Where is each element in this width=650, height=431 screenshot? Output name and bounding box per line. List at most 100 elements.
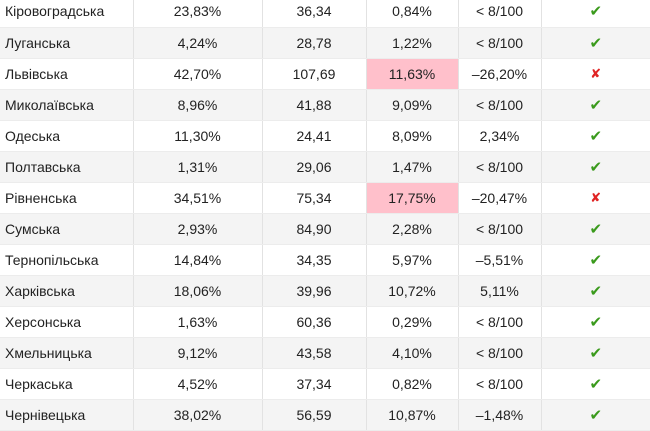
table-row: Кіровоградська 23,83% 36,34 0,84% < 8/100 ✔ — [0, 0, 650, 28]
value-cell-4: –20,47% — [458, 182, 542, 214]
value-cell-1: 18,06% — [133, 275, 263, 307]
check-icon: ✔ — [589, 158, 603, 176]
value-cell-4: < 8/100 — [458, 0, 542, 28]
status-cell: ✘ — [541, 182, 650, 214]
value-cell-2: 43,58 — [262, 337, 367, 369]
region-name-cell: Сумська — [0, 213, 134, 245]
cross-icon: ✘ — [590, 66, 602, 81]
value-cell-4: < 8/100 — [458, 151, 542, 183]
value-cell-3: 10,87% — [366, 399, 459, 431]
table-row: Рівненська 34,51% 75,34 17,75% –20,47% ✘ — [0, 182, 650, 214]
value-cell-3: 0,29% — [366, 306, 459, 338]
region-name-cell: Львівська — [0, 58, 134, 90]
region-name-cell: Луганська — [0, 27, 134, 59]
value-cell-1: 2,93% — [133, 213, 263, 245]
value-cell-2: 39,96 — [262, 275, 367, 307]
status-cell: ✔ — [541, 306, 650, 338]
check-icon: ✔ — [589, 34, 603, 52]
value-cell-3: 11,63% — [366, 58, 459, 90]
value-cell-3: 5,97% — [366, 244, 459, 276]
value-cell-4: < 8/100 — [458, 306, 542, 338]
value-cell-2: 107,69 — [262, 58, 367, 90]
region-name-cell: Тернопільська — [0, 244, 134, 276]
status-cell: ✘ — [541, 58, 650, 90]
table-row: Сумська 2,93% 84,90 2,28% < 8/100 ✔ — [0, 213, 650, 245]
status-cell: ✔ — [541, 120, 650, 152]
status-cell: ✔ — [541, 399, 650, 431]
value-cell-4: –26,20% — [458, 58, 542, 90]
value-cell-2: 29,06 — [262, 151, 367, 183]
table-row: Тернопільська 14,84% 34,35 5,97% –5,51% ✔ — [0, 244, 650, 276]
value-cell-3: 4,10% — [366, 337, 459, 369]
value-cell-2: 34,35 — [262, 244, 367, 276]
check-icon: ✔ — [589, 127, 603, 145]
status-cell: ✔ — [541, 0, 650, 28]
table-row: Львівська 42,70% 107,69 11,63% –26,20% ✘ — [0, 58, 650, 90]
status-cell: ✔ — [541, 89, 650, 121]
value-cell-2: 75,34 — [262, 182, 367, 214]
check-icon: ✔ — [589, 406, 603, 424]
region-name-cell: Хмельницька — [0, 337, 134, 369]
status-cell: ✔ — [541, 213, 650, 245]
value-cell-1: 4,52% — [133, 368, 263, 400]
value-cell-4: < 8/100 — [458, 368, 542, 400]
status-cell: ✔ — [541, 151, 650, 183]
value-cell-3: 0,82% — [366, 368, 459, 400]
check-icon: ✔ — [589, 313, 603, 331]
value-cell-2: 60,36 — [262, 306, 367, 338]
check-icon: ✔ — [589, 344, 603, 362]
table-row: Херсонська 1,63% 60,36 0,29% < 8/100 ✔ — [0, 306, 650, 338]
status-cell: ✔ — [541, 275, 650, 307]
status-cell: ✔ — [541, 27, 650, 59]
value-cell-2: 28,78 — [262, 27, 367, 59]
check-icon: ✔ — [589, 220, 603, 238]
value-cell-2: 37,34 — [262, 368, 367, 400]
value-cell-1: 4,24% — [133, 27, 263, 59]
value-cell-2: 56,59 — [262, 399, 367, 431]
region-name-cell: Харківська — [0, 275, 134, 307]
region-name-cell: Кіровоградська — [0, 0, 134, 28]
value-cell-1: 14,84% — [133, 244, 263, 276]
region-name-cell: Одеська — [0, 120, 134, 152]
table-row: Миколаївська 8,96% 41,88 9,09% < 8/100 ✔ — [0, 89, 650, 121]
status-cell: ✔ — [541, 244, 650, 276]
value-cell-4: < 8/100 — [458, 89, 542, 121]
check-icon: ✔ — [589, 251, 603, 269]
value-cell-2: 24,41 — [262, 120, 367, 152]
table-row: Черкаська 4,52% 37,34 0,82% < 8/100 ✔ — [0, 368, 650, 400]
table-row: Одеська 11,30% 24,41 8,09% 2,34% ✔ — [0, 120, 650, 152]
table-row: Полтавська 1,31% 29,06 1,47% < 8/100 ✔ — [0, 151, 650, 183]
value-cell-1: 8,96% — [133, 89, 263, 121]
value-cell-4: < 8/100 — [458, 337, 542, 369]
value-cell-3: 1,22% — [366, 27, 459, 59]
region-name-cell: Миколаївська — [0, 89, 134, 121]
region-name-cell: Херсонська — [0, 306, 134, 338]
value-cell-4: –5,51% — [458, 244, 542, 276]
value-cell-1: 23,83% — [133, 0, 263, 28]
status-cell: ✔ — [541, 337, 650, 369]
table-row: Луганська 4,24% 28,78 1,22% < 8/100 ✔ — [0, 27, 650, 59]
value-cell-2: 84,90 — [262, 213, 367, 245]
check-icon: ✔ — [589, 3, 603, 21]
value-cell-4: < 8/100 — [458, 213, 542, 245]
check-icon: ✔ — [589, 282, 603, 300]
value-cell-2: 36,34 — [262, 0, 367, 28]
value-cell-1: 11,30% — [133, 120, 263, 152]
value-cell-3: 0,84% — [366, 0, 459, 28]
value-cell-4: –1,48% — [458, 399, 542, 431]
value-cell-1: 1,31% — [133, 151, 263, 183]
value-cell-1: 34,51% — [133, 182, 263, 214]
value-cell-1: 1,63% — [133, 306, 263, 338]
table-row: Чернівецька 38,02% 56,59 10,87% –1,48% ✔ — [0, 399, 650, 431]
table-row: Харківська 18,06% 39,96 10,72% 5,11% ✔ — [0, 275, 650, 307]
value-cell-3: 8,09% — [366, 120, 459, 152]
value-cell-3: 17,75% — [366, 182, 459, 214]
value-cell-4: < 8/100 — [458, 27, 542, 59]
region-name-cell: Черкаська — [0, 368, 134, 400]
value-cell-1: 42,70% — [133, 58, 263, 90]
value-cell-3: 9,09% — [366, 89, 459, 121]
status-cell: ✔ — [541, 368, 650, 400]
check-icon: ✔ — [589, 375, 603, 393]
